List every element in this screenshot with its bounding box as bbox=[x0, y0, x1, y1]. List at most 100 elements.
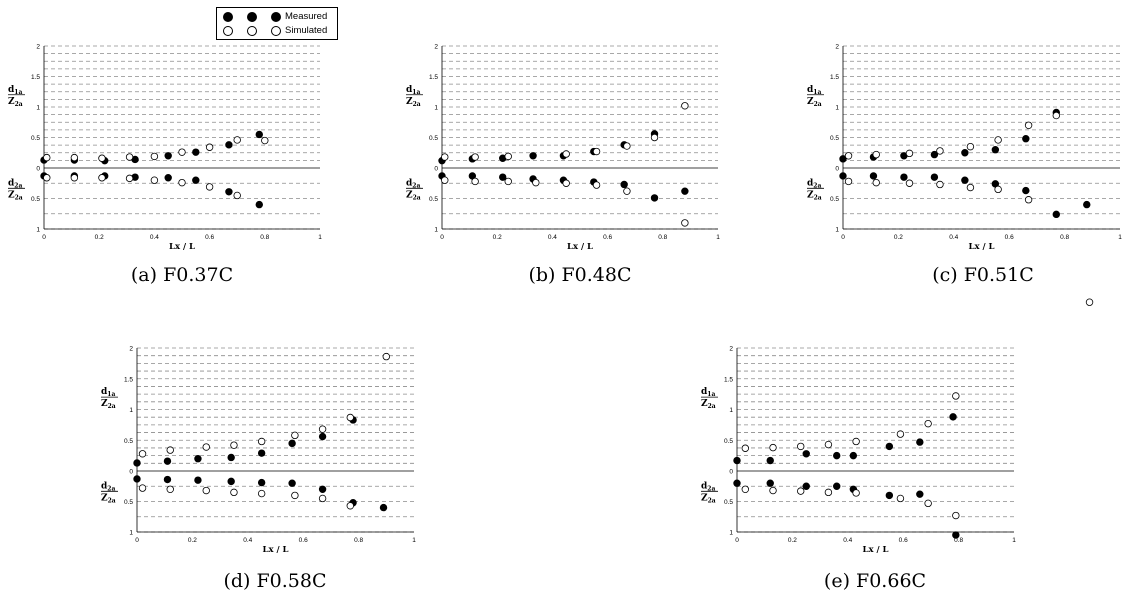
legend-simulated-label: Simulated bbox=[285, 25, 328, 36]
measured-point bbox=[288, 439, 296, 448]
y-lower-label-denominator: Z2a bbox=[406, 190, 421, 201]
simulated-point bbox=[924, 419, 932, 428]
y-tick-label: 1.5 bbox=[124, 376, 133, 383]
measured-point bbox=[849, 451, 858, 460]
y-lower-label-numerator: d2a bbox=[101, 481, 115, 492]
measured-point bbox=[733, 456, 741, 465]
y-tick-label: 1.5 bbox=[724, 376, 733, 383]
x-tick-label: 0 bbox=[440, 234, 444, 241]
measured-point bbox=[133, 459, 141, 467]
simulated-point bbox=[318, 425, 327, 433]
simulated-point bbox=[592, 147, 601, 156]
x-tick-label: 0.4 bbox=[243, 537, 252, 544]
simulated-point bbox=[202, 443, 210, 451]
simulated-point bbox=[936, 147, 944, 155]
x-tick-label: 0 bbox=[42, 234, 46, 241]
measured-marker-icon bbox=[223, 12, 233, 22]
simulated-point bbox=[769, 486, 777, 495]
y-tick-label: 1.5 bbox=[830, 74, 839, 81]
simulated-point bbox=[872, 178, 880, 187]
x-tick-label: 1 bbox=[1012, 537, 1016, 544]
simulated-point bbox=[681, 219, 689, 227]
simulated-point bbox=[952, 511, 960, 520]
y-tick-label: 0 bbox=[835, 166, 839, 173]
simulated-point bbox=[905, 149, 914, 158]
simulated-point bbox=[346, 413, 354, 422]
y-tick-label: 1 bbox=[36, 105, 40, 112]
measured-point bbox=[257, 478, 266, 487]
simulated-point bbox=[936, 180, 944, 189]
simulated-point bbox=[797, 487, 805, 495]
measured-point bbox=[1022, 135, 1030, 143]
y-tick-label: 0.5 bbox=[31, 196, 40, 203]
simulated-point bbox=[43, 174, 51, 182]
simulated-point bbox=[562, 150, 570, 158]
y-lower-label-denominator: Z2a bbox=[701, 493, 716, 504]
simulated-point bbox=[70, 174, 79, 182]
legend: Measured Simulated bbox=[216, 7, 338, 40]
y-tick-label: 1 bbox=[434, 227, 438, 234]
simulated-point bbox=[138, 484, 147, 492]
simulated-point bbox=[318, 494, 327, 503]
simulated-marker-icon bbox=[271, 26, 281, 36]
simulated-point bbox=[824, 440, 833, 449]
simulated-point bbox=[896, 494, 905, 503]
y-upper-label-denominator: Z2a bbox=[807, 97, 822, 108]
x-tick-label: 0.2 bbox=[894, 234, 903, 241]
measured-point bbox=[318, 485, 327, 493]
measured-point bbox=[1052, 210, 1060, 219]
measured-point bbox=[916, 438, 924, 446]
simulated-point bbox=[150, 176, 159, 184]
y-tick-label: 0 bbox=[36, 166, 40, 173]
measured-point bbox=[164, 174, 172, 182]
y-lower-label-numerator: d2a bbox=[807, 178, 821, 189]
x-tick-label: 0.2 bbox=[788, 537, 797, 544]
y-tick-label: 0.5 bbox=[724, 438, 733, 445]
simulated-point bbox=[966, 142, 975, 151]
simulated-point bbox=[230, 441, 238, 449]
y-tick-label: 0.5 bbox=[124, 438, 133, 445]
measured-point bbox=[225, 141, 233, 149]
simulated-point bbox=[257, 489, 266, 498]
x-axis-label: Lx / L bbox=[968, 242, 994, 252]
simulated-point bbox=[471, 177, 479, 186]
y-upper-label-numerator: d1a bbox=[807, 85, 821, 96]
simulated-point bbox=[504, 177, 512, 186]
measured-point bbox=[930, 150, 939, 159]
simulated-point bbox=[896, 430, 905, 438]
measured-point bbox=[192, 148, 200, 156]
x-tick-label: 0.4 bbox=[548, 234, 557, 241]
x-axis-label: Lx / L bbox=[169, 242, 195, 252]
simulated-point bbox=[471, 153, 479, 161]
legend-measured-label: Measured bbox=[285, 11, 328, 22]
caption-c: (c) F0.51C bbox=[932, 264, 1034, 286]
simulated-point bbox=[261, 136, 269, 145]
simulated-point bbox=[852, 489, 860, 497]
measured-point bbox=[1022, 186, 1030, 195]
simulated-point bbox=[592, 181, 601, 189]
measured-point bbox=[255, 200, 263, 209]
measured-point bbox=[225, 188, 233, 196]
simulated-point bbox=[291, 491, 299, 500]
measured-point bbox=[681, 187, 689, 195]
x-tick-label: 0.6 bbox=[205, 234, 214, 241]
y-tick-label: 2 bbox=[434, 44, 438, 51]
y-lower-label-denominator: Z2a bbox=[807, 190, 822, 201]
y-upper-label-denominator: Z2a bbox=[406, 97, 421, 108]
y-tick-label: 0.5 bbox=[429, 135, 438, 142]
measured-point bbox=[194, 476, 202, 484]
measured-point bbox=[192, 176, 200, 184]
simulated-point bbox=[681, 102, 689, 110]
simulated-point bbox=[824, 488, 833, 497]
y-tick-label: 0.5 bbox=[429, 196, 438, 203]
x-tick-label: 0.4 bbox=[150, 234, 159, 241]
measured-point bbox=[194, 455, 202, 463]
measured-point bbox=[900, 173, 908, 181]
legend-simulated: Simulated bbox=[217, 24, 337, 39]
x-tick-label: 1 bbox=[318, 234, 322, 241]
y-tick-label: 0.5 bbox=[830, 196, 839, 203]
y-tick-label: 1 bbox=[729, 530, 733, 537]
caption-d: (d) F0.58C bbox=[223, 570, 327, 592]
y-tick-label: 1 bbox=[729, 407, 733, 414]
y-tick-label: 0.5 bbox=[830, 135, 839, 142]
